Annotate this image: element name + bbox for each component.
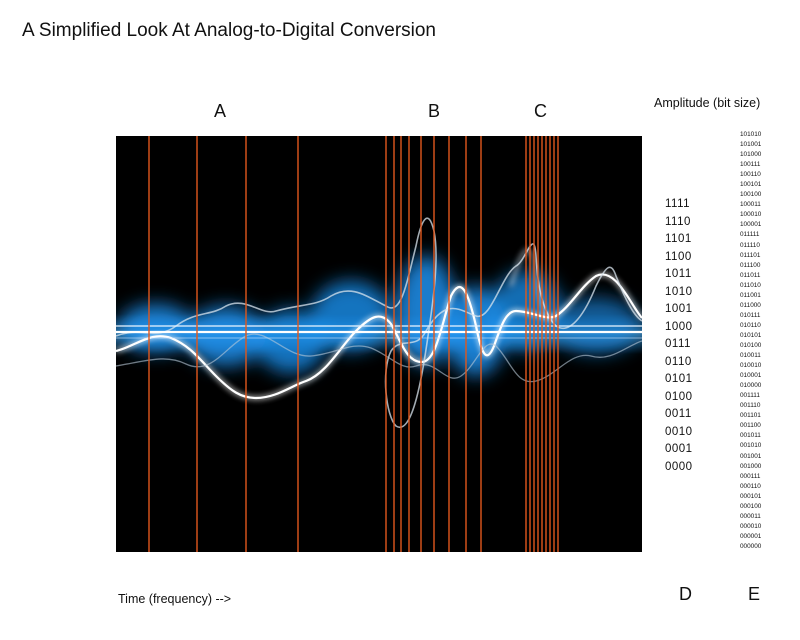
- scale-4bit-value: 1000: [665, 320, 693, 333]
- scale-6bit-value: 010110: [740, 321, 761, 329]
- scale-6bit-value: 000101: [740, 492, 762, 500]
- wave-secondary: [116, 217, 642, 429]
- scale-4bit-value: 1100: [665, 250, 692, 263]
- region-label-d: D: [679, 584, 692, 604]
- region-label-e: E: [748, 584, 761, 604]
- scale-6bit-value: 001001: [740, 452, 762, 460]
- scale-6bit-value: 100001: [740, 221, 762, 229]
- glow-blob: [256, 309, 326, 373]
- scale-6bit-value: 001000: [740, 462, 762, 470]
- scale-6bit-value: 011101: [740, 251, 761, 259]
- region-label-a: A: [214, 101, 227, 121]
- scale-6bit-value: 000100: [740, 502, 762, 510]
- scale-6bit-value: 100100: [740, 191, 762, 199]
- scale-6bit-value: 010011: [740, 352, 761, 360]
- x-axis-label: Time (frequency) -->: [118, 592, 232, 606]
- region-label-c: C: [534, 101, 547, 121]
- scale-4bit-value: 0000: [665, 460, 693, 473]
- scale-6bit-value: 000001: [740, 532, 762, 540]
- scale-6bit-value: 011110: [740, 241, 760, 249]
- scale-6bit-value: 001011: [740, 432, 761, 440]
- scale-4bit-value: 1101: [665, 233, 692, 245]
- scale-6bit-value: 100010: [740, 211, 762, 219]
- waveform-svg: [116, 136, 642, 552]
- scale-6bit-value: 001111: [740, 392, 760, 400]
- scale-6bit: 101010 101001 101000 100111 100110 100101 1001…: [740, 130, 780, 552]
- scale-6bit-value: 010111: [740, 311, 761, 319]
- amplitude-title: Amplitude (bit size): [654, 96, 761, 110]
- scale-6bit-value: 000010: [740, 522, 762, 530]
- scale-6bit-value: 000111: [740, 472, 761, 480]
- scale-6bit-value: 100110: [740, 171, 761, 179]
- wave-c-peak: [509, 248, 557, 323]
- scale-4bit-value: 0111: [665, 338, 691, 350]
- page-title: A Simplified Look At Analog-to-Digital C…: [22, 20, 437, 41]
- scale-4bit: 1111 1110 1101 1100 1011 1010 1001 1000 0111 0110…: [665, 196, 705, 476]
- scale-6bit-value: 010100: [740, 341, 762, 349]
- scale-6bit-value: 010101: [740, 331, 762, 339]
- scale-6bit-value: 100111: [740, 161, 761, 169]
- scale-4bit-value: 0010: [665, 425, 693, 438]
- scale-4bit-value: 0110: [665, 355, 692, 368]
- scale-6bit-value: 011100: [740, 261, 761, 269]
- scale-4bit-value: 1011: [665, 268, 692, 280]
- scale-6bit-value: 101000: [740, 151, 762, 159]
- scale-6bit-value: 101010: [740, 131, 762, 138]
- scale-6bit-value: 011000: [740, 301, 761, 309]
- scale-4bit-value: 0101: [665, 373, 693, 385]
- scale-6bit-value: 011111: [740, 231, 760, 239]
- scale-6bit-value: 101001: [740, 141, 762, 149]
- scale-6bit-value: 001100: [740, 422, 761, 430]
- scale-6bit-value: 010010: [740, 362, 762, 370]
- scale-6bit-value: 100101: [740, 181, 762, 189]
- scale-6bit-value: 010001: [740, 372, 762, 380]
- scale-4bit-value: 0011: [665, 408, 692, 420]
- sample-lines-group: [148, 136, 559, 552]
- region-label-b: B: [428, 101, 441, 121]
- scale-4bit-value: 0001: [665, 443, 693, 455]
- scale-4bit-value: 1010: [665, 285, 693, 298]
- scale-6bit-value: 011001: [740, 291, 761, 299]
- scale-4bit-value: 1001: [665, 303, 693, 315]
- scale-6bit-value: 000110: [740, 482, 761, 490]
- scale-6bit-value: 001010: [740, 442, 762, 450]
- scale-6bit-value: 001101: [740, 412, 761, 420]
- scale-6bit-value: 001110: [740, 402, 761, 410]
- scale-4bit-value: 1110: [665, 215, 691, 228]
- scale-4bit-value: 1111: [665, 198, 691, 210]
- scale-6bit-value: 010000: [740, 382, 762, 390]
- scale-6bit-value: 011010: [740, 281, 761, 289]
- scale-6bit-value: 011011: [740, 271, 761, 279]
- scale-6bit-value: 000011: [740, 512, 761, 520]
- scale-4bit-value: 0100: [665, 390, 693, 403]
- waveform-plot: [116, 136, 642, 552]
- scale-6bit-value: 100011: [740, 201, 761, 209]
- scale-6bit-value: 000000: [740, 542, 762, 550]
